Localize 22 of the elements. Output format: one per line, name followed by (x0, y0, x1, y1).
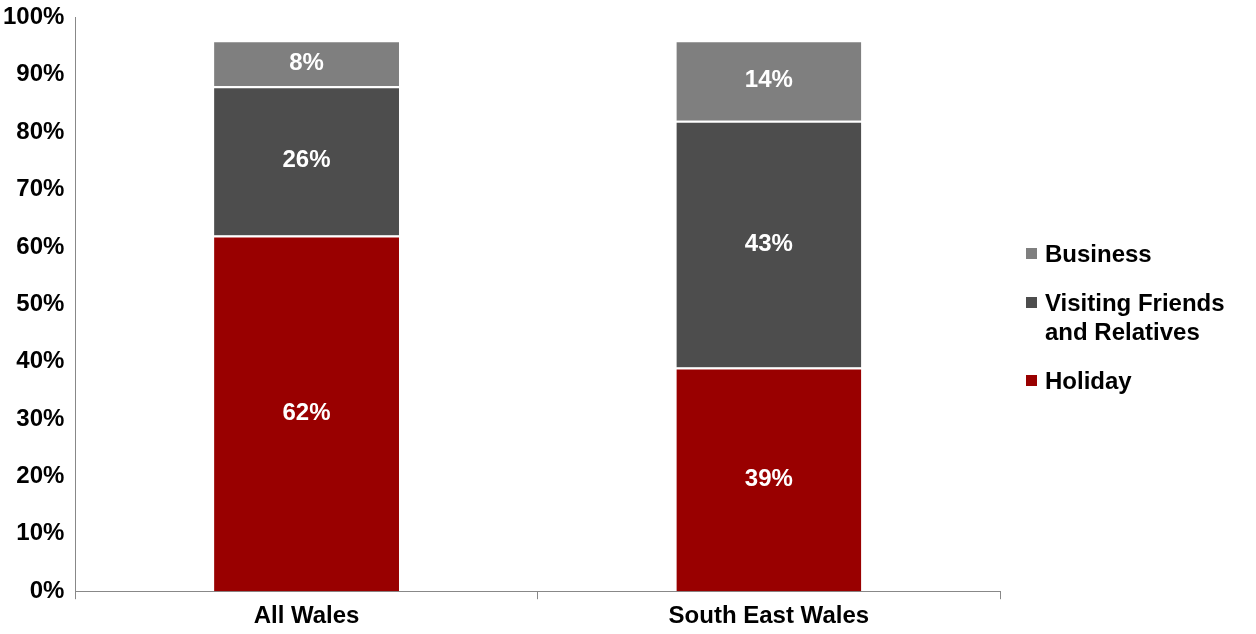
y-tick-label: 0% (29, 575, 65, 603)
legend-label: Holiday (1045, 366, 1132, 395)
legend-label: Business (1045, 239, 1152, 268)
y-tick-label: 60% (16, 231, 65, 259)
data-label: 26% (282, 145, 331, 173)
y-tick-label: 20% (16, 461, 65, 489)
x-tick-label: South East Wales (668, 601, 870, 629)
data-label: 62% (282, 397, 331, 425)
data-label: 39% (744, 463, 793, 491)
y-tick-label: 90% (16, 59, 65, 87)
y-tick-label: 30% (16, 403, 65, 431)
data-label: 43% (744, 228, 793, 256)
x-tick-label: All Wales (253, 601, 360, 629)
y-tick-label: 80% (16, 116, 65, 144)
y-tick-label: 70% (16, 174, 65, 202)
legend-label: Visiting Friends and Relatives (1045, 288, 1226, 346)
y-tick-label: 10% (16, 518, 65, 546)
y-tick-label: 50% (16, 288, 65, 316)
y-tick-label: 40% (16, 346, 65, 374)
data-label: 14% (744, 65, 793, 93)
y-tick-label: 100% (2, 2, 65, 30)
data-label: 8% (289, 47, 324, 75)
